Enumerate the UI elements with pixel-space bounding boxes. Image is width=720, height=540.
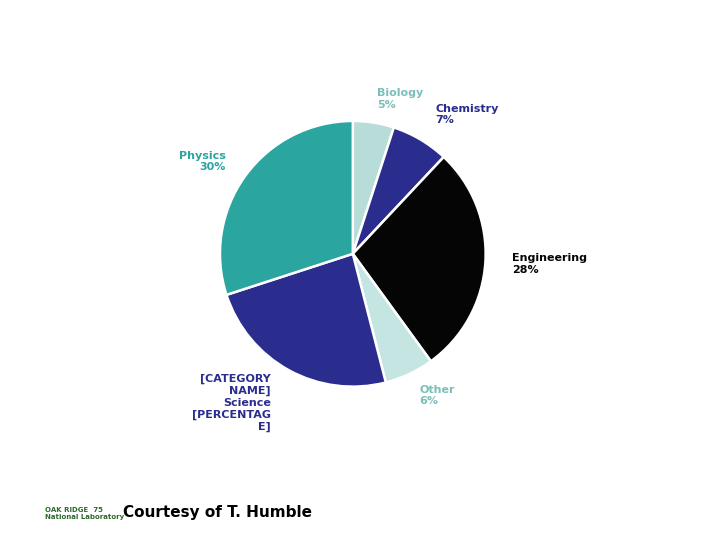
Text: [CATEGORY
NAME]
Science
[PERCENTAG
E]: [CATEGORY NAME] Science [PERCENTAG E] <box>192 374 271 431</box>
Text: Chemistry
7%: Chemistry 7% <box>436 104 499 125</box>
Text: Engineering
28%: Engineering 28% <box>512 253 587 275</box>
Text: Biology
5%: Biology 5% <box>377 88 423 110</box>
Wedge shape <box>227 254 386 387</box>
Text: Physics
30%: Physics 30% <box>179 151 226 172</box>
Text: 2019 INCITE Allocations by Category: 2019 INCITE Allocations by Category <box>438 508 642 518</box>
Text: 16: 16 <box>1 509 12 517</box>
Text: OAK RIDGE  75
National Laboratory: OAK RIDGE 75 National Laboratory <box>45 507 124 519</box>
Wedge shape <box>353 121 394 254</box>
Wedge shape <box>353 157 485 361</box>
Wedge shape <box>353 127 444 254</box>
Wedge shape <box>220 121 353 295</box>
Wedge shape <box>353 254 431 382</box>
Text: Courtesy of T. Humble: Courtesy of T. Humble <box>122 505 312 521</box>
Text: Other
6%: Other 6% <box>420 385 455 407</box>
